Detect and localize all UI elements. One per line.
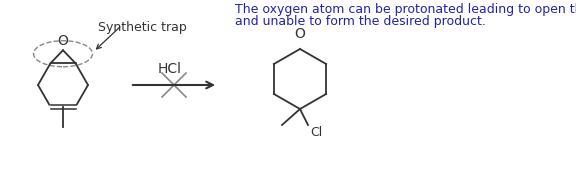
Text: The oxygen atom can be protonated leading to open the ring: The oxygen atom can be protonated leadin…	[235, 2, 576, 16]
Text: O: O	[58, 34, 69, 48]
Text: Cl: Cl	[310, 126, 322, 139]
Text: and unable to form the desired product.: and unable to form the desired product.	[235, 16, 486, 28]
Text: Synthetic trap: Synthetic trap	[97, 21, 187, 35]
Text: O: O	[294, 27, 305, 41]
Text: HCl: HCl	[158, 62, 182, 76]
